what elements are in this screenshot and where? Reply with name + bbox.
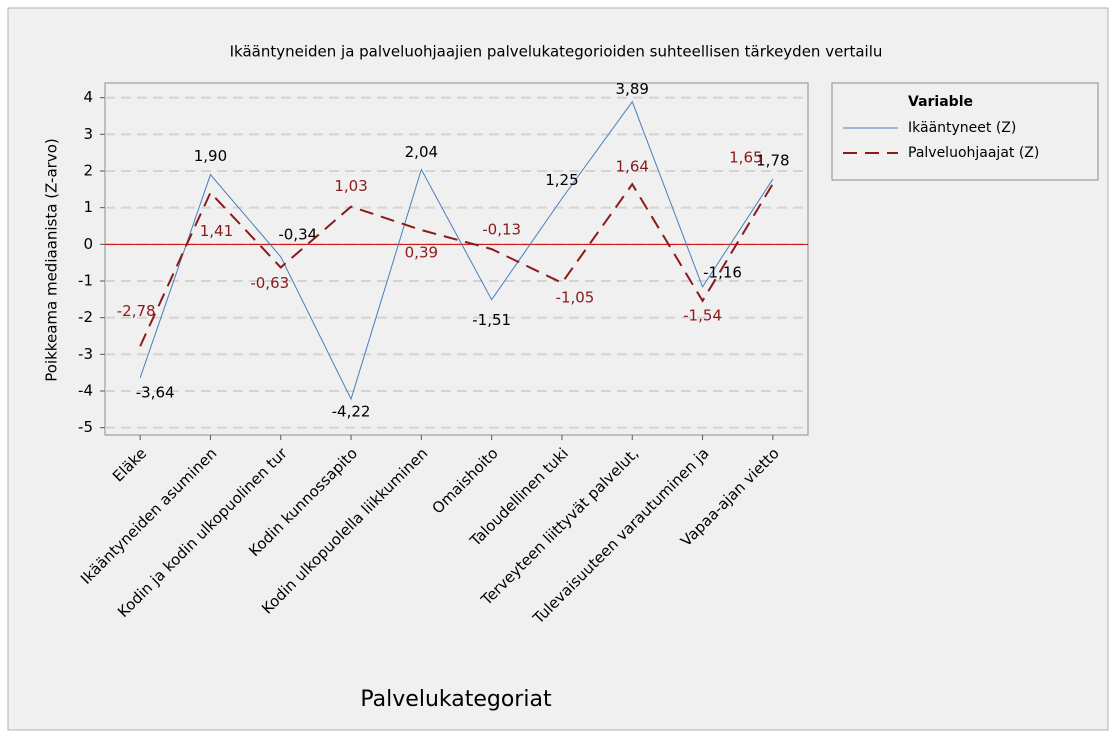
data-label: -0,63 [250,274,289,292]
data-label: 3,89 [616,80,649,98]
data-label: -1,51 [472,311,511,329]
x-axis-label: Palvelukategoriat [360,687,552,712]
y-tick-label: 0 [83,235,93,253]
y-tick-label: 2 [83,162,93,180]
y-axis-label: Poikkeama mediaanista (Z-arvo) [43,138,61,381]
y-tick-label: 3 [83,125,93,143]
legend-box [831,82,1099,181]
data-label: 1,03 [334,177,367,195]
y-tick-label: 4 [83,88,93,106]
legend-label: Palveluohjaajat (Z) [908,145,1039,161]
y-tick-label: -4 [78,382,93,400]
data-label: -2,78 [117,302,156,320]
chart-title: Ikääntyneiden ja palveluohjaajien palvel… [230,43,883,61]
y-tick-label: -3 [78,345,93,363]
data-label: -1,16 [703,263,742,281]
y-tick-label: -2 [78,308,93,326]
series-line [139,100,774,401]
data-label: -3,64 [136,383,175,401]
y-tick-label: -1 [78,272,93,290]
data-label: -1,54 [683,306,722,324]
data-label: -0,34 [278,225,317,243]
data-label: 1,25 [545,171,578,189]
y-tick-label: -5 [78,418,93,436]
data-label: 1,65 [729,148,762,166]
data-label: 1,64 [616,158,649,176]
data-label: -4,22 [332,403,371,421]
data-label: 1,78 [756,152,789,170]
data-label: -1,05 [556,288,595,306]
data-label: -0,13 [482,221,521,239]
y-tick-label: 1 [83,198,93,216]
plot-area [104,82,809,436]
series-line [139,182,774,347]
data-label: 0,39 [405,244,438,262]
legend-title: Variable [908,94,973,110]
data-label: 2,04 [405,143,438,161]
legend-label: Ikääntyneet (Z) [908,120,1016,136]
data-label: 1,90 [194,147,227,165]
data-label: 1,41 [200,222,233,240]
